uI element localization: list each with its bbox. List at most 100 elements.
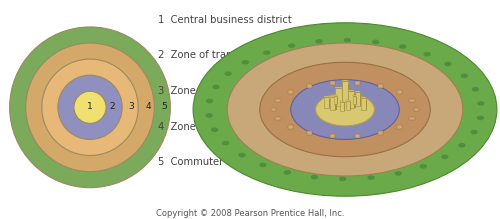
Text: 5  Commuter’s zone: 5 Commuter’s zone: [158, 157, 258, 167]
Bar: [306, 131, 312, 135]
Bar: [330, 81, 336, 85]
Bar: [330, 97, 335, 110]
Circle shape: [394, 171, 402, 176]
Bar: [354, 94, 356, 108]
Bar: [414, 108, 419, 111]
Bar: [271, 108, 276, 111]
Ellipse shape: [227, 43, 463, 176]
Ellipse shape: [193, 23, 497, 196]
Circle shape: [58, 75, 122, 140]
Bar: [334, 96, 337, 104]
Bar: [360, 94, 362, 106]
Text: 5: 5: [161, 102, 167, 111]
Bar: [346, 100, 350, 101]
Text: 3  Zone of independent workers’ homes: 3 Zone of independent workers’ homes: [158, 86, 356, 96]
Bar: [362, 97, 366, 98]
Bar: [336, 88, 342, 106]
Bar: [356, 97, 357, 104]
Bar: [330, 96, 335, 97]
Bar: [336, 87, 342, 88]
Bar: [328, 99, 330, 108]
Text: 1: 1: [87, 102, 93, 111]
Bar: [342, 79, 348, 81]
Bar: [324, 96, 328, 97]
Circle shape: [10, 27, 170, 188]
Bar: [337, 97, 338, 104]
Circle shape: [211, 127, 218, 132]
Circle shape: [26, 43, 154, 172]
Bar: [342, 91, 344, 106]
Circle shape: [470, 130, 478, 134]
Text: 4: 4: [146, 102, 152, 111]
Text: 2  Zone of transition: 2 Zone of transition: [158, 50, 259, 60]
Bar: [340, 101, 344, 102]
Circle shape: [263, 50, 270, 55]
Ellipse shape: [260, 62, 430, 157]
Bar: [348, 84, 350, 102]
Circle shape: [339, 177, 346, 181]
Text: 4  Zone of better residences: 4 Zone of better residences: [158, 122, 298, 131]
Bar: [340, 102, 344, 111]
Bar: [409, 117, 415, 120]
Bar: [348, 90, 354, 91]
Circle shape: [206, 113, 213, 118]
Circle shape: [472, 87, 479, 92]
Bar: [355, 92, 360, 106]
Bar: [397, 90, 402, 94]
Bar: [288, 125, 293, 129]
Bar: [378, 131, 384, 135]
Circle shape: [238, 153, 246, 157]
Bar: [350, 102, 351, 110]
Circle shape: [288, 43, 296, 48]
Text: 3: 3: [128, 102, 134, 111]
Bar: [330, 134, 336, 138]
Bar: [348, 91, 354, 108]
Bar: [378, 84, 384, 88]
Text: 1  Central business district: 1 Central business district: [158, 14, 291, 25]
Circle shape: [399, 44, 406, 49]
Bar: [353, 95, 356, 96]
Ellipse shape: [291, 80, 399, 139]
Circle shape: [259, 162, 266, 167]
Circle shape: [206, 99, 214, 103]
Bar: [288, 90, 293, 94]
Bar: [334, 95, 337, 96]
Circle shape: [441, 154, 448, 159]
Text: 2: 2: [109, 102, 114, 111]
Circle shape: [224, 71, 232, 76]
Bar: [324, 97, 328, 108]
Circle shape: [458, 143, 466, 148]
Bar: [353, 96, 356, 104]
Circle shape: [460, 74, 468, 78]
Bar: [275, 99, 281, 102]
Circle shape: [477, 101, 484, 106]
Bar: [366, 100, 367, 110]
Circle shape: [284, 170, 291, 175]
Bar: [275, 117, 281, 120]
Circle shape: [222, 141, 230, 145]
Bar: [409, 99, 415, 102]
Bar: [355, 91, 360, 92]
Circle shape: [42, 59, 138, 155]
Circle shape: [74, 91, 106, 123]
Bar: [354, 81, 360, 85]
Circle shape: [420, 164, 427, 169]
Bar: [335, 99, 336, 110]
Bar: [306, 84, 312, 88]
Circle shape: [424, 52, 431, 57]
Circle shape: [310, 175, 318, 179]
Circle shape: [212, 85, 220, 89]
Circle shape: [242, 60, 249, 65]
Circle shape: [344, 38, 351, 42]
Bar: [397, 125, 402, 129]
Bar: [362, 98, 366, 110]
Text: Copyright © 2008 Pearson Prentice Hall, Inc.: Copyright © 2008 Pearson Prentice Hall, …: [156, 209, 344, 218]
Bar: [344, 103, 345, 111]
Bar: [354, 134, 360, 138]
Circle shape: [476, 116, 484, 120]
Circle shape: [316, 39, 322, 44]
Circle shape: [372, 40, 380, 44]
Bar: [342, 81, 348, 102]
Circle shape: [368, 175, 374, 180]
Circle shape: [444, 62, 452, 66]
